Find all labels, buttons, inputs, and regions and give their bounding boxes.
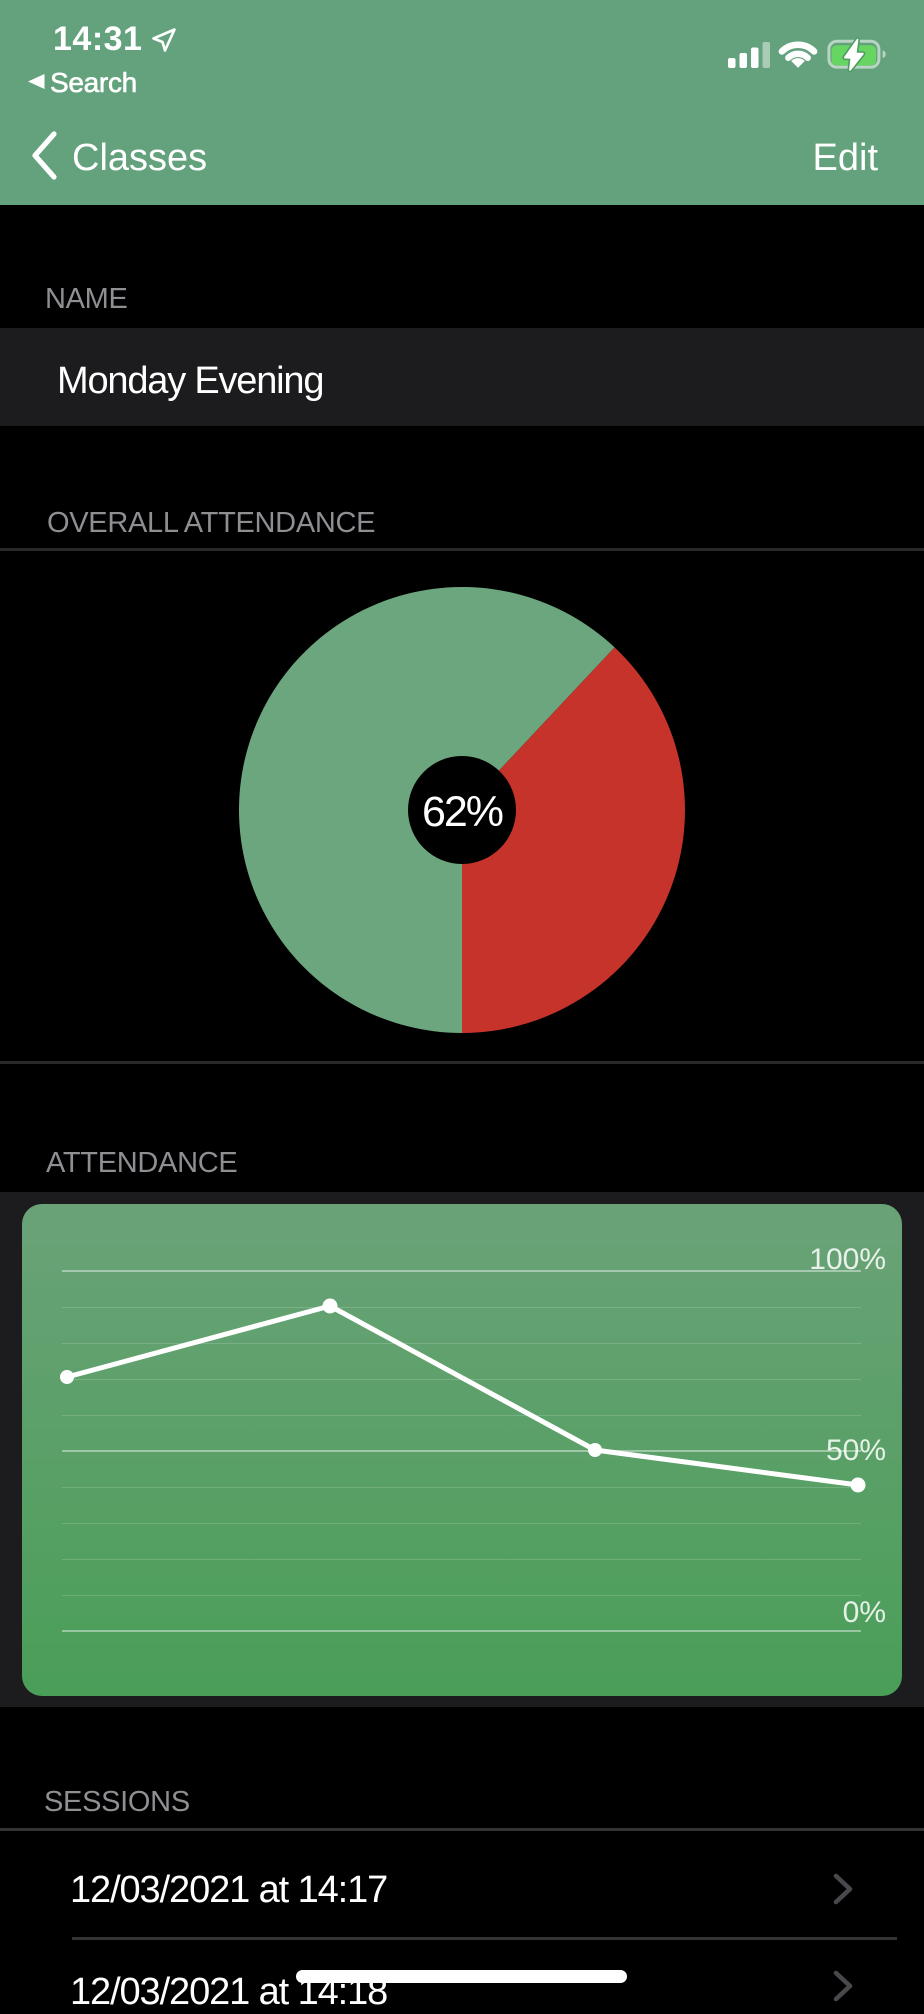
svg-text:62%: 62% [422,788,503,836]
